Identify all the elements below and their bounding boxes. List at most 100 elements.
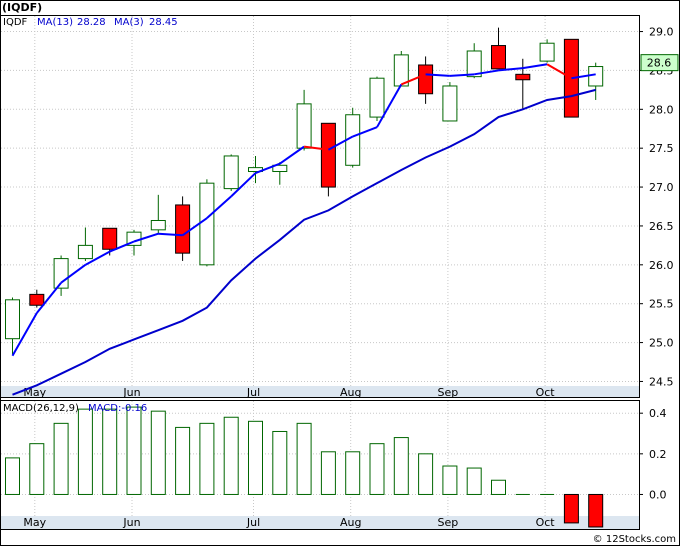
ma3-line-segment xyxy=(474,69,499,76)
candle-down xyxy=(102,227,118,256)
candle-body xyxy=(150,219,166,231)
price-y-tick-label: 28.0 xyxy=(649,103,674,116)
ma3-line-segment xyxy=(60,264,86,284)
ma3-line-segment xyxy=(546,63,572,80)
macd-bar xyxy=(418,453,434,495)
macd-bar xyxy=(588,493,604,528)
legend-ma13-label: MA(13) xyxy=(37,17,73,28)
macd-x-tick-label: May xyxy=(23,516,46,529)
ma3-line-segment xyxy=(109,240,135,253)
candle-up xyxy=(466,43,482,79)
candle-body xyxy=(418,64,434,95)
candle-up xyxy=(223,154,239,191)
candle-up xyxy=(393,50,409,87)
candle-up xyxy=(77,227,93,261)
price-panel xyxy=(0,15,640,398)
macd-bar xyxy=(53,422,69,495)
price-y-tick-label: 26.5 xyxy=(649,220,674,233)
ma3-line-segment xyxy=(571,73,596,80)
ma3-line-segment xyxy=(400,73,426,86)
moving-average-lines xyxy=(11,63,596,396)
candle-body xyxy=(442,85,458,122)
ma3-line-segment xyxy=(230,172,257,198)
macd-bar xyxy=(126,406,142,495)
candlestick-series xyxy=(5,27,604,355)
candle-up xyxy=(272,162,288,185)
price-x-tick-label: Sep xyxy=(438,386,459,399)
candle-body xyxy=(491,45,506,70)
candle-body xyxy=(77,244,93,260)
ma3-line-segment xyxy=(327,135,354,151)
price-date-band xyxy=(1,386,639,397)
macd-bar xyxy=(223,416,239,495)
price-x-axis: May Jun Jul Aug Sep Oct xyxy=(23,386,555,399)
candle-body xyxy=(466,50,482,78)
candle-body xyxy=(223,155,239,190)
macd-x-axis: May Jun Jul Aug Sep Oct xyxy=(23,516,555,529)
price-y-axis: 24.525.025.526.026.527.027.528.028.529.0 xyxy=(639,26,674,388)
price-y-tick-label: 25.5 xyxy=(649,298,674,311)
price-y-tick-label: 27.0 xyxy=(649,181,674,194)
macd-bar xyxy=(102,408,118,495)
candle-body xyxy=(369,77,385,118)
macd-y-tick-label: 0.2 xyxy=(649,448,667,461)
macd-panel xyxy=(0,400,640,530)
ma3-line-segment xyxy=(279,145,305,165)
price-x-tick-label: Oct xyxy=(536,386,556,399)
chart-title: (IQDF) xyxy=(2,1,42,14)
candle-body xyxy=(588,66,604,87)
macd-bar xyxy=(248,420,263,495)
macd-y-axis: 0.4 0.2 0.0 xyxy=(639,407,667,501)
candle-up xyxy=(442,82,458,122)
price-y-tick-label: 24.5 xyxy=(649,375,674,388)
macd-histogram xyxy=(5,406,604,528)
candle-up xyxy=(345,107,361,168)
candle-up xyxy=(296,89,312,151)
macd-bar xyxy=(5,457,20,495)
price-x-tick-label: May xyxy=(23,386,46,399)
macd-x-tick-label: Sep xyxy=(438,516,459,529)
candle-up xyxy=(539,39,555,63)
macd-x-tick-label: Oct xyxy=(536,516,556,529)
last-price-box xyxy=(640,54,679,72)
ma3-line-segment xyxy=(522,63,548,70)
macd-bar xyxy=(491,479,506,495)
ma3-line-segment xyxy=(182,217,208,237)
ma3-line-segment xyxy=(449,73,475,77)
ma13-line xyxy=(12,88,596,396)
candle-up xyxy=(588,62,604,100)
candle-body xyxy=(320,122,336,188)
price-x-tick-label: Jun xyxy=(122,386,140,399)
ma3-line-segment xyxy=(376,83,403,128)
price-x-tick-label: Jul xyxy=(246,386,260,399)
legend-ma3-label: MA(3) xyxy=(114,17,144,28)
macd-legend-label: MACD(26,12,9) xyxy=(3,403,79,414)
macd-bar xyxy=(345,451,361,495)
candle-up xyxy=(369,76,385,121)
candle-body xyxy=(272,164,288,173)
price-y-tick-label: 29.0 xyxy=(649,26,674,39)
macd-y-tick-label: 0.0 xyxy=(649,488,667,501)
macd-legend-value: MACD:-0.16 xyxy=(88,403,147,414)
candle-body xyxy=(296,103,312,149)
macd-bar xyxy=(175,426,191,495)
macd-bar xyxy=(296,422,312,495)
price-x-tick-label: Aug xyxy=(340,386,361,399)
ma3-line-segment xyxy=(303,145,329,151)
candle-body xyxy=(5,299,20,340)
ma3-line-segment xyxy=(498,67,523,72)
candle-down xyxy=(491,27,506,70)
ma3-line-segment xyxy=(255,162,281,174)
ma3-line-segment xyxy=(11,312,38,357)
legend-ma3-value: 28.45 xyxy=(149,17,178,28)
macd-x-tick-label: Aug xyxy=(340,516,361,529)
candle-down xyxy=(29,289,45,308)
credit-text: © 12Stocks.com xyxy=(593,534,676,545)
macd-x-tick-label: Jun xyxy=(122,516,140,529)
macd-bar xyxy=(369,443,385,495)
macd-bar xyxy=(563,493,579,524)
price-y-tick-label: 27.5 xyxy=(649,142,674,155)
ma3-line-segment xyxy=(425,73,450,77)
ma3-line-segment xyxy=(84,250,111,266)
